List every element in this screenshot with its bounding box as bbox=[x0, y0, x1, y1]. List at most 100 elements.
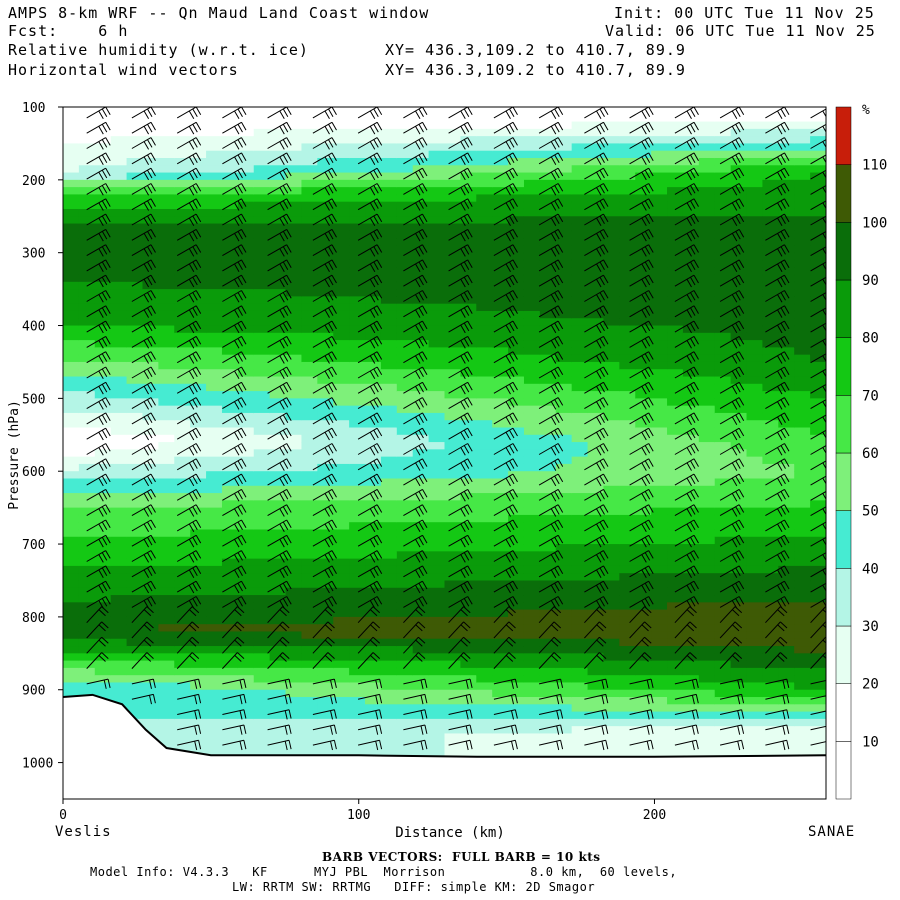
rh-cell bbox=[333, 143, 350, 152]
rh-cell bbox=[317, 318, 334, 327]
rh-cell bbox=[444, 631, 461, 640]
rh-cell bbox=[237, 631, 255, 640]
rh-cell bbox=[539, 675, 557, 684]
wind-barb bbox=[312, 213, 337, 227]
rh-cell bbox=[523, 376, 541, 385]
rh-cell bbox=[110, 157, 128, 166]
rh-cell bbox=[730, 624, 748, 633]
rh-cell bbox=[190, 660, 207, 669]
rh-cell bbox=[730, 369, 748, 378]
rh-cell bbox=[698, 697, 716, 705]
rh-cell bbox=[63, 267, 80, 276]
rh-cell bbox=[349, 361, 366, 370]
rh-cell bbox=[571, 514, 589, 523]
rh-cell bbox=[667, 427, 684, 436]
wind-barb bbox=[267, 565, 292, 578]
rh-cell bbox=[476, 412, 493, 421]
rh-cell bbox=[523, 216, 541, 225]
rh-cell bbox=[651, 500, 668, 509]
rh-cell bbox=[158, 354, 175, 363]
rh-cell bbox=[444, 449, 461, 458]
rh-cell bbox=[730, 733, 748, 742]
wind-barb bbox=[131, 504, 156, 517]
rh-cell bbox=[301, 165, 318, 174]
wind-barb bbox=[357, 443, 383, 456]
rh-cell bbox=[444, 544, 461, 552]
rh-cell bbox=[539, 121, 557, 130]
rh-cell bbox=[492, 303, 509, 312]
rh-cell bbox=[444, 179, 461, 188]
rh-cell bbox=[603, 420, 620, 429]
rh-cell bbox=[587, 493, 605, 501]
rh-cell bbox=[78, 682, 96, 691]
rh-cell bbox=[492, 325, 509, 334]
rh-cell bbox=[158, 114, 175, 123]
rh-cell bbox=[158, 252, 175, 261]
rh-cell bbox=[174, 114, 191, 123]
rh-cell bbox=[78, 405, 96, 414]
rh-cell bbox=[492, 172, 509, 181]
rh-cell bbox=[555, 267, 573, 276]
rh-cell bbox=[682, 507, 700, 516]
rh-cell bbox=[523, 325, 541, 334]
rh-cell bbox=[142, 646, 159, 654]
rh-cell bbox=[158, 544, 175, 552]
rh-cell bbox=[778, 667, 795, 676]
rh-cell bbox=[603, 376, 620, 385]
rh-cell bbox=[301, 281, 318, 290]
rh-cell bbox=[206, 660, 223, 669]
rh-cell bbox=[571, 500, 589, 509]
rh-cell bbox=[380, 522, 398, 531]
rh-cell bbox=[762, 216, 779, 225]
rh-cell bbox=[539, 726, 557, 735]
rh-cell bbox=[810, 230, 826, 239]
rh-cell bbox=[730, 405, 748, 414]
rh-cell bbox=[174, 485, 191, 494]
rh-cell bbox=[285, 704, 303, 713]
rh-cell bbox=[539, 718, 557, 727]
rh-cell bbox=[523, 369, 541, 378]
rh-cell bbox=[237, 740, 255, 749]
rh-cell bbox=[476, 289, 493, 297]
rh-cell bbox=[794, 660, 811, 669]
rh-cell bbox=[253, 536, 271, 545]
rh-cell bbox=[269, 420, 287, 429]
rh-cell bbox=[428, 114, 446, 123]
rh-cell bbox=[190, 493, 207, 501]
rh-cell bbox=[476, 383, 493, 392]
rh-cell bbox=[365, 128, 382, 137]
rh-cell bbox=[476, 485, 493, 494]
rh-cell bbox=[778, 165, 795, 174]
wind-barb bbox=[267, 320, 292, 334]
rh-cell bbox=[523, 340, 541, 348]
rh-cell bbox=[237, 653, 255, 662]
rh-cell bbox=[380, 143, 398, 152]
rh-cell bbox=[63, 354, 80, 363]
wind-barb bbox=[357, 488, 383, 502]
rh-cell bbox=[746, 354, 764, 363]
rh-cell bbox=[587, 332, 605, 341]
rh-cell bbox=[746, 238, 764, 246]
rh-cell bbox=[428, 194, 446, 203]
rh-cell bbox=[746, 289, 764, 297]
wind-barb bbox=[448, 427, 473, 441]
rh-cell bbox=[619, 675, 636, 684]
rh-cell bbox=[269, 740, 287, 749]
rh-cell bbox=[301, 573, 318, 582]
rh-cell bbox=[126, 121, 144, 130]
wind-barb bbox=[312, 152, 337, 165]
rh-cell bbox=[78, 442, 96, 450]
rh-cell bbox=[587, 449, 605, 458]
rh-cell bbox=[651, 194, 668, 203]
rh-cell bbox=[555, 245, 573, 254]
rh-cell bbox=[714, 638, 732, 647]
rh-cell bbox=[587, 274, 605, 283]
rh-cell bbox=[492, 376, 509, 385]
rh-cell bbox=[78, 107, 96, 115]
rh-cell bbox=[237, 420, 255, 429]
rh-cell bbox=[476, 463, 493, 472]
rh-cell bbox=[492, 427, 509, 436]
rh-cell bbox=[810, 660, 826, 669]
rh-cell bbox=[285, 245, 303, 254]
